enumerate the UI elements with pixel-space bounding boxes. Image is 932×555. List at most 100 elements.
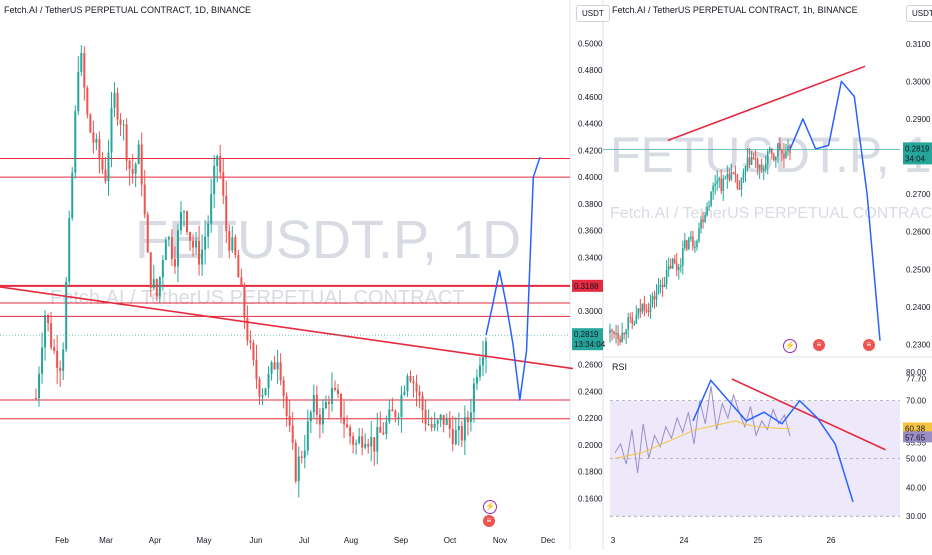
y-tick-label: 0.2600 xyxy=(578,361,603,370)
candle-body xyxy=(740,177,743,190)
candle-body xyxy=(787,145,789,152)
lightning-icon[interactable]: ⚡ xyxy=(483,500,497,514)
x-tick-label: Jul xyxy=(299,536,309,545)
x-tick-label: Nov xyxy=(493,536,507,545)
rsi-tick-label: 50.00 xyxy=(906,454,927,463)
candle-body xyxy=(59,367,62,371)
candle-body xyxy=(686,240,688,250)
candle-body xyxy=(318,414,321,425)
candle-body xyxy=(677,267,680,270)
candle-body xyxy=(358,436,361,444)
candle-body xyxy=(340,393,343,418)
candle-body xyxy=(309,412,312,422)
candle-body xyxy=(430,423,433,428)
candle-body xyxy=(412,381,415,384)
candle-body xyxy=(643,303,646,310)
y-tick-label: 0.4200 xyxy=(578,146,603,155)
candle-body xyxy=(722,178,725,192)
candle-body xyxy=(460,425,463,441)
last-price-badge-right xyxy=(903,142,932,165)
candle-body xyxy=(210,194,213,224)
candle-body xyxy=(451,428,454,445)
candle-body xyxy=(152,279,155,288)
candle-body xyxy=(750,157,753,165)
candle-body xyxy=(65,281,68,350)
trend-line xyxy=(0,286,574,370)
candle-body xyxy=(433,423,436,428)
candle-body xyxy=(198,240,201,265)
candle-body xyxy=(436,420,439,424)
x-tick-label: 24 xyxy=(680,536,689,545)
candle-body xyxy=(463,417,466,441)
candle-body xyxy=(176,230,179,267)
x-tick-label: Aug xyxy=(344,536,358,545)
candle-body xyxy=(361,436,364,448)
y-tick-label: 0.3100 xyxy=(906,40,931,49)
y-tick-label: 0.2200 xyxy=(578,414,603,423)
right-currency-button[interactable]: USDT xyxy=(906,5,932,22)
x-tick-label: 3 xyxy=(611,536,616,545)
candle-body xyxy=(44,315,47,348)
right-chart-layer: 0.31000.30000.29000.28000.27000.26000.25… xyxy=(603,40,932,545)
candle-body xyxy=(333,387,336,390)
y-tick-label: 0.2300 xyxy=(906,340,931,349)
candle-body xyxy=(775,156,777,161)
candle-body xyxy=(261,394,264,397)
candle-body xyxy=(158,277,161,297)
candle-body xyxy=(312,394,315,413)
candle-body xyxy=(409,376,412,382)
candle-body xyxy=(673,258,676,264)
price-badge xyxy=(572,279,603,292)
candle-body xyxy=(415,383,418,392)
candle-body xyxy=(478,365,481,377)
candle-body xyxy=(83,52,86,88)
rsi-tick-label: 40.00 xyxy=(906,483,927,492)
candle-body xyxy=(712,185,714,192)
candle-body xyxy=(696,240,698,247)
lightning-icon-right[interactable]: ⚡ xyxy=(783,339,797,353)
candle-body xyxy=(282,380,285,397)
candle-body xyxy=(785,151,787,159)
candle-body xyxy=(349,427,352,437)
candle-body xyxy=(216,155,219,167)
candle-body xyxy=(655,292,658,300)
flag-icon[interactable]: ≡ xyxy=(483,515,495,527)
candle-body xyxy=(213,166,216,195)
candle-body xyxy=(421,395,424,411)
candle-body xyxy=(708,205,710,207)
last-price-label-right: 0.2819 xyxy=(905,144,930,153)
rsi-value-badge-a xyxy=(903,422,932,434)
candle-body xyxy=(637,308,640,316)
flag-icon-right[interactable]: ≡ xyxy=(813,339,825,351)
candle-body xyxy=(276,362,279,370)
candle-body xyxy=(754,159,757,161)
candle-body xyxy=(182,211,185,213)
rsi-trend-line xyxy=(731,378,886,451)
candle-body xyxy=(653,296,656,300)
y-tick-label: 0.3400 xyxy=(578,253,603,262)
candle-body xyxy=(762,168,765,171)
candle-body xyxy=(406,376,409,392)
candle-body xyxy=(370,437,373,447)
y-tick-label: 0.2000 xyxy=(578,441,603,450)
x-tick-label: Apr xyxy=(149,536,162,545)
candle-body xyxy=(71,172,74,219)
candle-body xyxy=(35,397,37,399)
candle-body xyxy=(249,340,252,343)
candle-body xyxy=(424,410,427,425)
candle-body xyxy=(131,168,134,174)
candle-body xyxy=(321,408,324,425)
candle-body xyxy=(273,362,276,370)
candle-body xyxy=(327,401,330,404)
flag-icon-right-2[interactable]: ≡ xyxy=(863,339,875,351)
candle-body xyxy=(700,219,702,229)
right-watermark-symbol: FETUSDT.P, 1h xyxy=(610,127,932,183)
y-tick-label: 0.3600 xyxy=(578,227,603,236)
candle-body xyxy=(195,240,198,248)
candle-body xyxy=(619,338,621,343)
candle-body xyxy=(95,138,98,143)
left-currency-button[interactable]: USDT xyxy=(576,5,610,22)
candle-body xyxy=(777,143,779,157)
